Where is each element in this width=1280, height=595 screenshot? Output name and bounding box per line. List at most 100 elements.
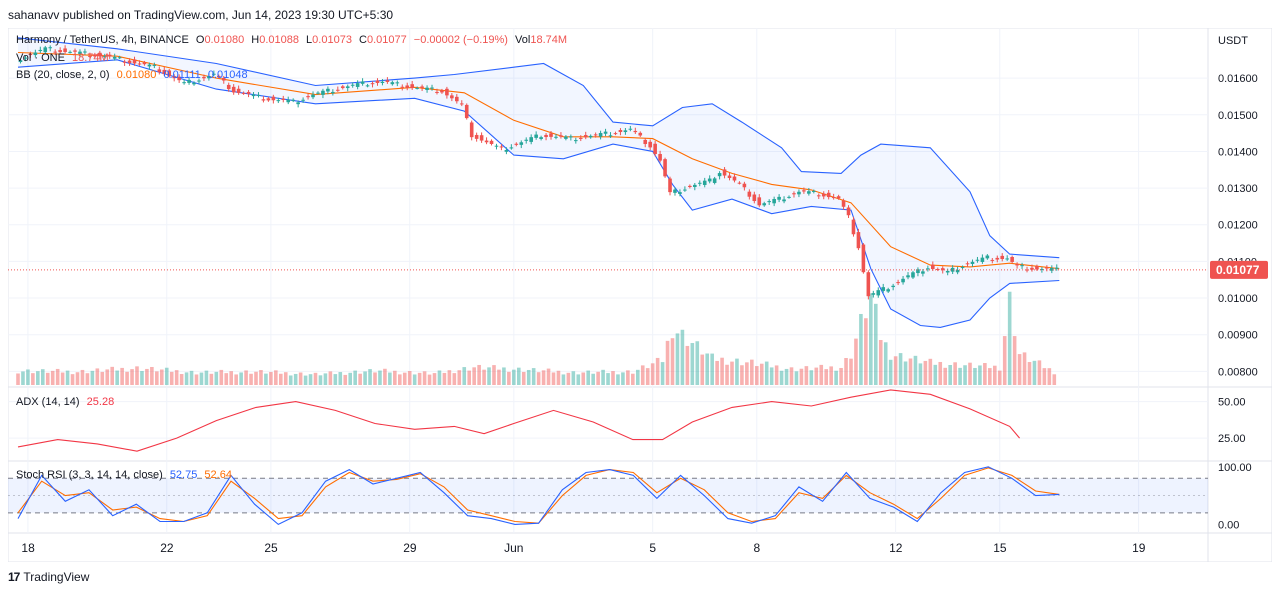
volume-bar — [1022, 352, 1027, 385]
candle-body — [311, 94, 315, 98]
adx-legend[interactable]: ADX (14, 14) 25.28 — [16, 396, 118, 408]
candle-body — [722, 169, 727, 176]
candle-body — [48, 47, 53, 49]
candle-body — [395, 82, 400, 84]
adx-legend-label: ADX (14, 14) — [16, 396, 80, 408]
volume-bar — [452, 373, 457, 385]
volume-bar — [338, 372, 343, 385]
tradingview-logo[interactable]: 17 TradingView — [8, 570, 89, 584]
candle-body — [445, 88, 449, 96]
symbol-title[interactable]: Harmony / TetherUS, 4h, BINANCE — [16, 34, 189, 46]
stoch-k-value: 52.75 — [169, 469, 198, 481]
stoch-legend[interactable]: Stoch RSI (3, 3, 14, 14, close) 52.75 52… — [16, 469, 236, 481]
volume-bar — [988, 368, 992, 385]
volume-bar — [551, 372, 556, 385]
stoch-tick-label: 0.00 — [1218, 519, 1239, 531]
candle-body — [489, 140, 494, 144]
volume-bar — [521, 371, 526, 385]
candle-body — [137, 63, 142, 65]
candle-body — [93, 54, 97, 57]
volume-bar — [576, 374, 581, 385]
candle-body — [539, 137, 543, 139]
candle-body — [157, 69, 162, 73]
candle-body — [623, 130, 628, 133]
candle-body — [221, 77, 226, 81]
candle-body — [415, 87, 419, 89]
stoch-k-line — [17, 466, 1060, 526]
candle-body — [321, 90, 325, 95]
candle-body — [559, 135, 563, 137]
volume-bar — [214, 371, 219, 385]
candle-body — [633, 130, 638, 133]
candle-body — [1035, 266, 1039, 270]
candle-body — [816, 195, 821, 197]
time-tick-label: 18 — [21, 541, 35, 555]
candle-body — [192, 82, 196, 85]
candle-body — [742, 183, 747, 188]
candle-body — [727, 175, 732, 179]
candle-body — [58, 50, 62, 53]
volume-bar — [120, 367, 124, 385]
candle-body — [866, 272, 871, 297]
candle-body — [663, 159, 667, 177]
candle-body — [960, 266, 965, 268]
candle-body — [693, 184, 697, 187]
candle-body — [593, 134, 598, 136]
candle-body — [638, 132, 643, 136]
candle-body — [207, 76, 211, 79]
candle-body — [132, 59, 137, 64]
last-price-badge[interactable] — [1210, 260, 1268, 279]
candle-body — [658, 154, 662, 161]
candle-body — [777, 196, 781, 200]
candle-body — [53, 51, 57, 53]
candle-body — [802, 190, 806, 192]
price-tick-label: 0.01400 — [1218, 146, 1258, 158]
volume-bar — [903, 361, 908, 385]
candle-body — [574, 140, 578, 142]
chart-frame[interactable]: 0.008000.009000.010000.011000.012000.013… — [8, 28, 1272, 562]
bb-legend[interactable]: BB (20, close, 2, 0) 0.01080 0.01111 0.0… — [16, 69, 252, 81]
candle-body — [921, 271, 925, 274]
candle-body — [509, 147, 514, 149]
candle-body — [504, 149, 509, 152]
candle-body — [340, 86, 345, 89]
volume-bar — [1017, 354, 1022, 385]
volume-bar — [705, 353, 710, 385]
volume-bar — [675, 333, 680, 385]
volume-bar — [983, 363, 987, 385]
volume-bar — [402, 372, 407, 385]
volume-legend-label: Vol · ONE — [16, 52, 65, 64]
volume-bar — [928, 358, 933, 385]
volume-bar — [769, 367, 774, 385]
volume-legend[interactable]: Vol · ONE 18.74M — [16, 52, 113, 64]
candle-body — [112, 56, 117, 59]
volume-bar — [274, 370, 278, 385]
chart-canvas[interactable]: 0.008000.009000.010000.011000.012000.013… — [8, 28, 1272, 562]
candle-body — [583, 135, 588, 138]
volume-bar — [992, 365, 997, 385]
volume-bar — [878, 340, 883, 385]
volume-bar — [169, 371, 174, 385]
candle-body — [648, 141, 652, 148]
candle-body — [787, 196, 791, 198]
candle-body — [797, 191, 801, 195]
candle-body — [212, 73, 216, 75]
volume-bar — [804, 366, 809, 385]
volume-bar — [943, 367, 948, 385]
candle-body — [1030, 267, 1034, 270]
volume-bar — [437, 370, 442, 385]
ohlc-high: H0.01088 — [251, 34, 299, 46]
candle-body — [737, 182, 742, 184]
volume-bar — [611, 371, 615, 385]
volume-bar — [997, 370, 1002, 385]
price-tick-label: 0.01600 — [1218, 73, 1258, 85]
volume-bar — [680, 329, 685, 385]
volume-bar — [546, 368, 551, 385]
candle-body — [162, 69, 167, 75]
volume-bar — [219, 369, 224, 385]
candle-body — [732, 176, 737, 181]
candle-body — [182, 82, 186, 84]
volume-bar — [854, 338, 858, 385]
candle-body — [821, 193, 826, 197]
volume-bar — [640, 365, 645, 385]
